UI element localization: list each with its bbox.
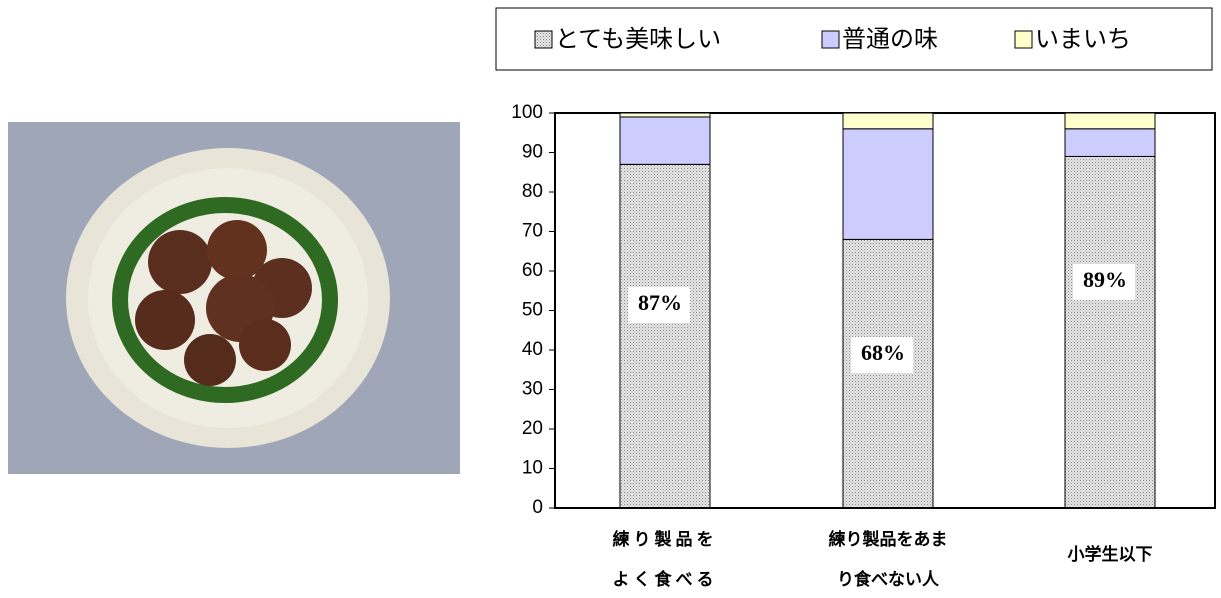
value-label: 89% xyxy=(1083,267,1127,292)
legend-label: とても美味しい xyxy=(555,25,721,53)
y-tick-label: 90 xyxy=(522,142,543,163)
bar-segment xyxy=(1064,155,1156,509)
bar-segment xyxy=(619,112,711,118)
legend-box xyxy=(495,7,1213,71)
y-tick-label: 40 xyxy=(522,339,543,360)
value-label-bg xyxy=(851,337,913,373)
y-tick-label: 0 xyxy=(532,497,543,518)
bar-segment xyxy=(842,238,934,509)
y-tick-label: 60 xyxy=(522,260,543,281)
food-photo xyxy=(8,122,460,474)
x-tick-label: 小学生以下 xyxy=(1068,544,1153,565)
bar-segment xyxy=(842,128,934,240)
legend-swatch xyxy=(534,30,553,49)
y-tick-label: 80 xyxy=(522,181,543,202)
x-tick-label: 練り製品をあま xyxy=(829,529,948,550)
y-tick-label: 20 xyxy=(522,418,543,439)
value-label-bg xyxy=(628,287,690,323)
y-tick-label: 70 xyxy=(522,221,543,242)
y-tick-label: 50 xyxy=(522,300,543,321)
y-tick-label: 100 xyxy=(511,102,543,123)
x-tick-label: よく食べる xyxy=(613,569,718,590)
value-label: 87% xyxy=(638,290,682,315)
bar-segment xyxy=(619,163,711,509)
bar-segment xyxy=(1064,128,1156,157)
bar-segment xyxy=(1064,112,1156,130)
bar-segment xyxy=(619,116,711,165)
bar-segment xyxy=(842,112,934,130)
x-tick-label: り食べない人 xyxy=(837,569,940,590)
legend-label: いまいち xyxy=(1035,25,1131,53)
y-tick-label: 10 xyxy=(522,458,543,479)
y-tick-label: 30 xyxy=(522,379,543,400)
x-tick-label: 練り製品を xyxy=(613,529,718,550)
legend-label: 普通の味 xyxy=(842,25,938,53)
value-label: 68% xyxy=(861,340,905,365)
value-label-bg xyxy=(1073,264,1135,300)
legend-swatch xyxy=(1014,30,1033,49)
legend-swatch xyxy=(821,30,840,49)
